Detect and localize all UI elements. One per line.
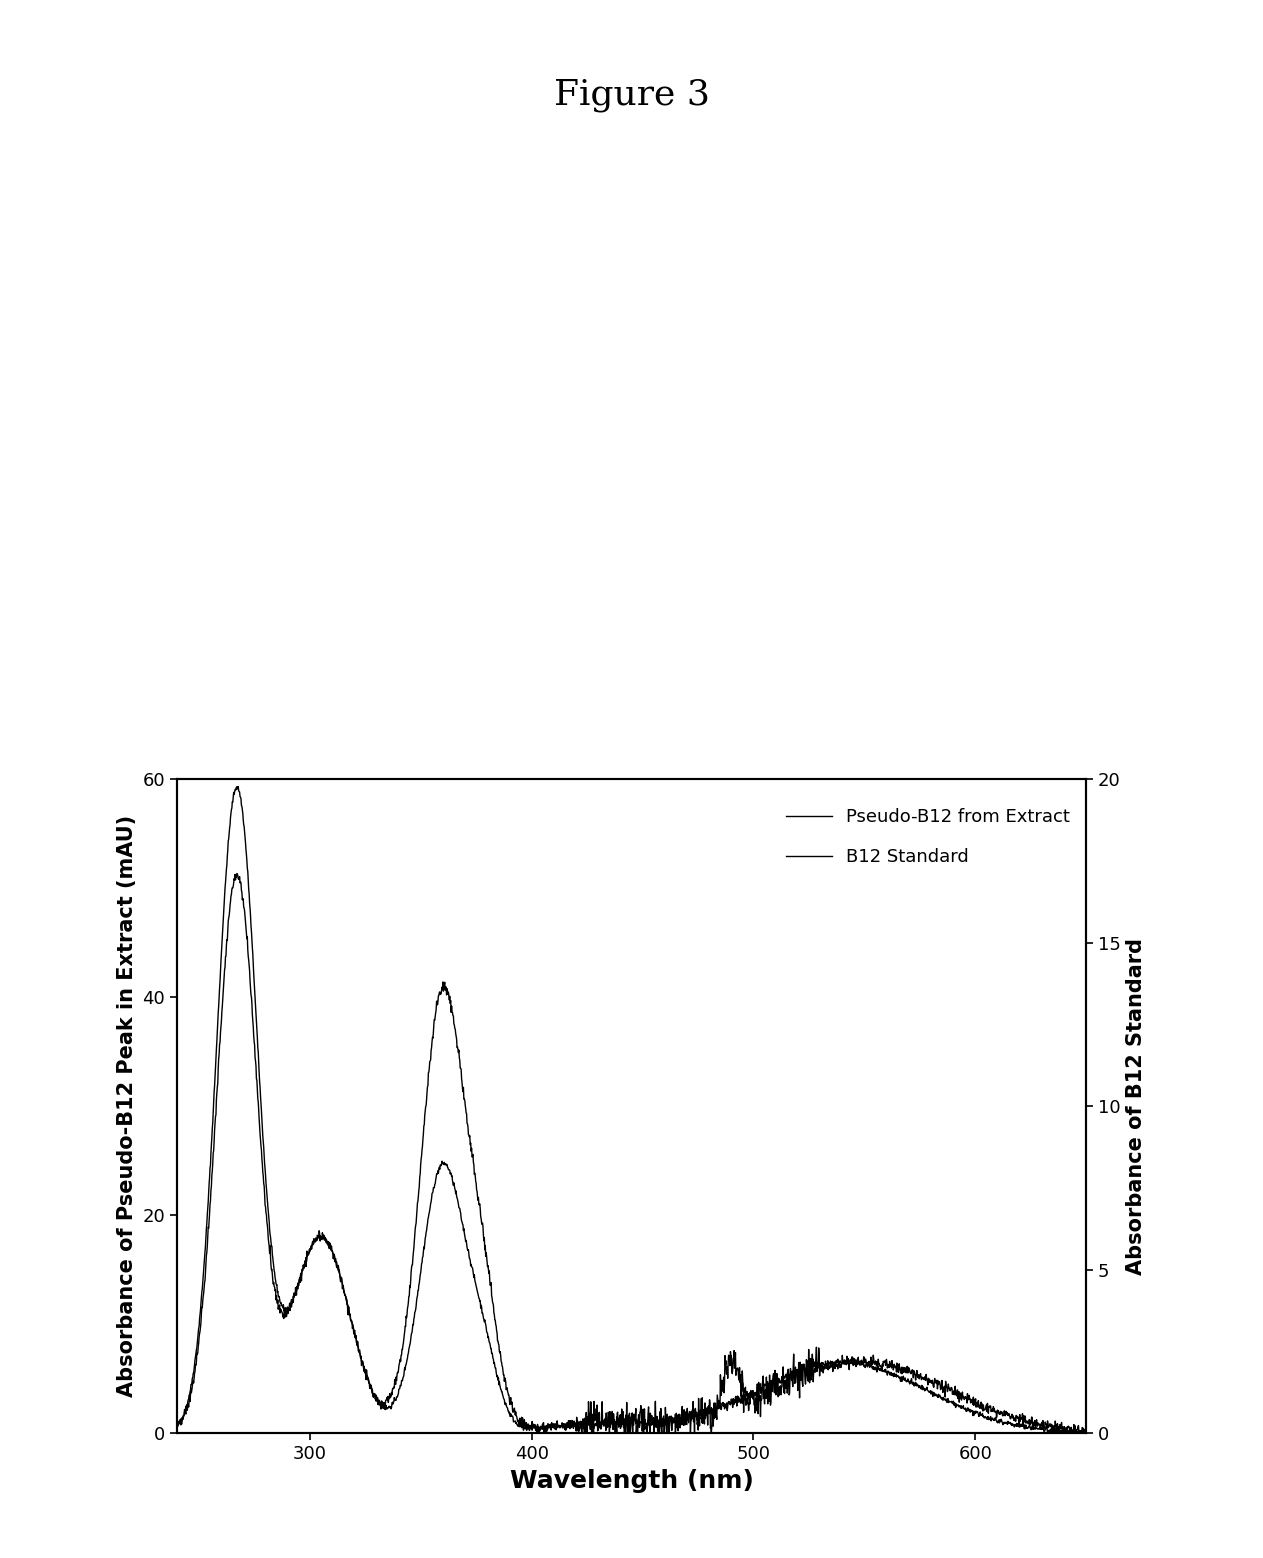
Y-axis label: Absorbance of B12 Standard: Absorbance of B12 Standard <box>1127 938 1147 1274</box>
Y-axis label: Absorbance of Pseudo-B12 Peak in Extract (mAU): Absorbance of Pseudo-B12 Peak in Extract… <box>116 815 136 1398</box>
Legend: Pseudo-B12 from Extract, B12 Standard: Pseudo-B12 from Extract, B12 Standard <box>779 801 1077 872</box>
B12 Standard <box>230 865 245 883</box>
Line: B12 Standard: B12 Standard <box>177 874 1086 1433</box>
Pseudo-B12 from Extract <box>885 1365 901 1384</box>
B12 Standard <box>613 1405 628 1424</box>
Pseudo-B12 from Extract <box>1079 1424 1094 1443</box>
Pseudo-B12 from Extract <box>169 1416 184 1435</box>
B12 Standard <box>887 1359 902 1377</box>
Pseudo-B12 from Extract <box>1053 1422 1068 1441</box>
B12 Standard <box>571 1424 586 1443</box>
Pseudo-B12 from Extract <box>611 1415 626 1433</box>
B12 Standard <box>1052 1416 1067 1435</box>
Text: Figure 3: Figure 3 <box>553 78 710 112</box>
B12 Standard <box>216 983 231 1002</box>
Pseudo-B12 from Extract <box>216 911 231 930</box>
B12 Standard <box>169 1419 184 1438</box>
B12 Standard <box>1053 1419 1068 1438</box>
B12 Standard <box>589 1410 604 1429</box>
Line: Pseudo-B12 from Extract: Pseudo-B12 from Extract <box>177 787 1086 1433</box>
Pseudo-B12 from Extract <box>1052 1421 1067 1440</box>
B12 Standard <box>1079 1424 1094 1443</box>
X-axis label: Wavelength (nm): Wavelength (nm) <box>509 1469 754 1493</box>
Pseudo-B12 from Extract <box>231 777 246 796</box>
Pseudo-B12 from Extract <box>587 1415 602 1433</box>
Pseudo-B12 from Extract <box>1046 1424 1061 1443</box>
